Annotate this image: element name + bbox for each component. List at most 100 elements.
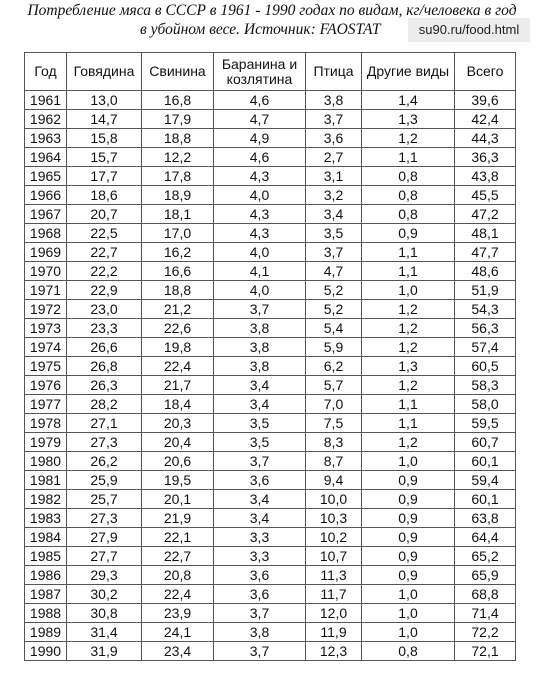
table-cell: 1,2 bbox=[361, 299, 455, 319]
table-row: 1962 14,7 17,9 4,7 3,7 1,3 42,4 bbox=[24, 109, 516, 129]
table-cell: 5,7 bbox=[305, 375, 362, 395]
table-cell: 1,0 bbox=[361, 451, 455, 471]
table-cell: 6,2 bbox=[305, 356, 362, 376]
table-cell: 4,1 bbox=[213, 261, 306, 281]
table-cell: 3,3 bbox=[213, 527, 306, 547]
table-cell: 3,4 bbox=[213, 508, 306, 528]
column-header: Всего bbox=[454, 52, 516, 91]
table-cell: 45,5 bbox=[454, 185, 516, 205]
table-row: 1978 27,1 20,3 3,5 7,5 1,1 59,5 bbox=[24, 413, 516, 433]
table-cell: 3,3 bbox=[213, 546, 306, 566]
table-cell: 0,9 bbox=[361, 223, 455, 243]
table-cell: 1,1 bbox=[361, 261, 455, 281]
table-cell: 23,9 bbox=[141, 603, 214, 623]
table-cell: 58,0 bbox=[454, 394, 516, 414]
table-cell: 7,5 bbox=[305, 413, 362, 433]
table-cell: 30,8 bbox=[66, 603, 142, 623]
table-cell: 1,3 bbox=[361, 109, 455, 129]
table-row: 1972 23,0 21,2 3,7 5,2 1,2 54,3 bbox=[24, 299, 516, 319]
table-row: 1981 25,9 19,5 3,6 9,4 0,9 59,4 bbox=[24, 470, 516, 490]
table-cell: 30,2 bbox=[66, 584, 142, 604]
table-cell: 5,4 bbox=[305, 318, 362, 338]
table-cell: 0,9 bbox=[361, 565, 455, 585]
table-cell: 22,4 bbox=[141, 584, 214, 604]
table-cell: 4,0 bbox=[213, 185, 306, 205]
table-cell: 51,9 bbox=[454, 280, 516, 300]
table-cell: 3,7 bbox=[213, 603, 306, 623]
table-row: 1968 22,5 17,0 4,3 3,5 0,9 48,1 bbox=[24, 223, 516, 243]
table-cell: 60,1 bbox=[454, 489, 516, 509]
table-cell: 3,6 bbox=[213, 470, 306, 490]
table-cell: 1990 bbox=[24, 641, 67, 661]
table-cell: 3,4 bbox=[305, 204, 362, 224]
table-cell: 59,4 bbox=[454, 470, 516, 490]
table-row: 1980 26,2 20,6 3,7 8,7 1,0 60,1 bbox=[24, 451, 516, 471]
table-cell: 22,9 bbox=[66, 280, 142, 300]
table-cell: 3,8 bbox=[213, 337, 306, 357]
table-cell: 58,3 bbox=[454, 375, 516, 395]
table-cell: 22,4 bbox=[141, 356, 214, 376]
table-cell: 3,8 bbox=[213, 622, 306, 642]
table-cell: 3,4 bbox=[213, 394, 306, 414]
table-row: 1984 27,9 22,1 3,3 10,2 0,9 64,4 bbox=[24, 527, 516, 547]
table-cell: 57,4 bbox=[454, 337, 516, 357]
table-cell: 22,5 bbox=[66, 223, 142, 243]
table-cell: 3,2 bbox=[305, 185, 362, 205]
table-cell: 1,2 bbox=[361, 337, 455, 357]
table-cell: 60,1 bbox=[454, 451, 516, 471]
table-cell: 3,5 bbox=[213, 432, 306, 452]
table-cell: 26,2 bbox=[66, 451, 142, 471]
table-cell: 1,2 bbox=[361, 375, 455, 395]
table-cell: 47,7 bbox=[454, 242, 516, 262]
table-cell: 1970 bbox=[24, 261, 67, 281]
table-cell: 17,8 bbox=[141, 166, 214, 186]
table-cell: 4,6 bbox=[213, 90, 306, 110]
table-cell: 3,6 bbox=[305, 128, 362, 148]
table-cell: 3,7 bbox=[305, 242, 362, 262]
table-cell: 7,0 bbox=[305, 394, 362, 414]
table-cell: 20,8 bbox=[141, 565, 214, 585]
table-cell: 8,3 bbox=[305, 432, 362, 452]
table-cell: 4,3 bbox=[213, 204, 306, 224]
table-row: 1965 17,7 17,8 4,3 3,1 0,8 43,8 bbox=[24, 166, 516, 186]
table-cell: 0,9 bbox=[361, 508, 455, 528]
table-row: 1977 28,2 18,4 3,4 7,0 1,1 58,0 bbox=[24, 394, 516, 414]
table-cell: 4,0 bbox=[213, 242, 306, 262]
table-cell: 0,8 bbox=[361, 185, 455, 205]
table-cell: 3,6 bbox=[213, 565, 306, 585]
table-cell: 3,5 bbox=[305, 223, 362, 243]
table-cell: 64,4 bbox=[454, 527, 516, 547]
column-header: Свинина bbox=[141, 52, 214, 91]
table-cell: 1,4 bbox=[361, 90, 455, 110]
table-cell: 0,8 bbox=[361, 204, 455, 224]
table-cell: 1986 bbox=[24, 565, 67, 585]
table-cell: 1980 bbox=[24, 451, 67, 471]
table-cell: 1,1 bbox=[361, 394, 455, 414]
table-cell: 26,6 bbox=[66, 337, 142, 357]
table-cell: 3,4 bbox=[213, 375, 306, 395]
table-cell: 72,1 bbox=[454, 641, 516, 661]
table-cell: 12,0 bbox=[305, 603, 362, 623]
data-table: Год Говядина Свинина Баранина и козлятина Пт… bbox=[24, 52, 516, 661]
table-cell: 48,6 bbox=[454, 261, 516, 281]
table-cell: 1,2 bbox=[361, 432, 455, 452]
table-cell: 42,4 bbox=[454, 109, 516, 129]
watermark: su90.ru/food.html bbox=[408, 18, 530, 42]
table-cell: 1973 bbox=[24, 318, 67, 338]
table-cell: 1987 bbox=[24, 584, 67, 604]
table-cell: 3,6 bbox=[213, 584, 306, 604]
table-cell: 22,7 bbox=[66, 242, 142, 262]
table-row: 1979 27,3 20,4 3,5 8,3 1,2 60,7 bbox=[24, 432, 516, 452]
table-cell: 27,3 bbox=[66, 432, 142, 452]
column-header: Год bbox=[24, 52, 67, 91]
table-cell: 29,3 bbox=[66, 565, 142, 585]
table-cell: 1972 bbox=[24, 299, 67, 319]
table-cell: 1978 bbox=[24, 413, 67, 433]
table-cell: 18,8 bbox=[141, 128, 214, 148]
title-line: Потребление мяса в СССР в 1961 - 1990 го… bbox=[27, 2, 517, 19]
table-cell: 4,6 bbox=[213, 147, 306, 167]
table-cell: 5,2 bbox=[305, 299, 362, 319]
table-cell: 0,9 bbox=[361, 527, 455, 547]
table-cell: 13,0 bbox=[66, 90, 142, 110]
